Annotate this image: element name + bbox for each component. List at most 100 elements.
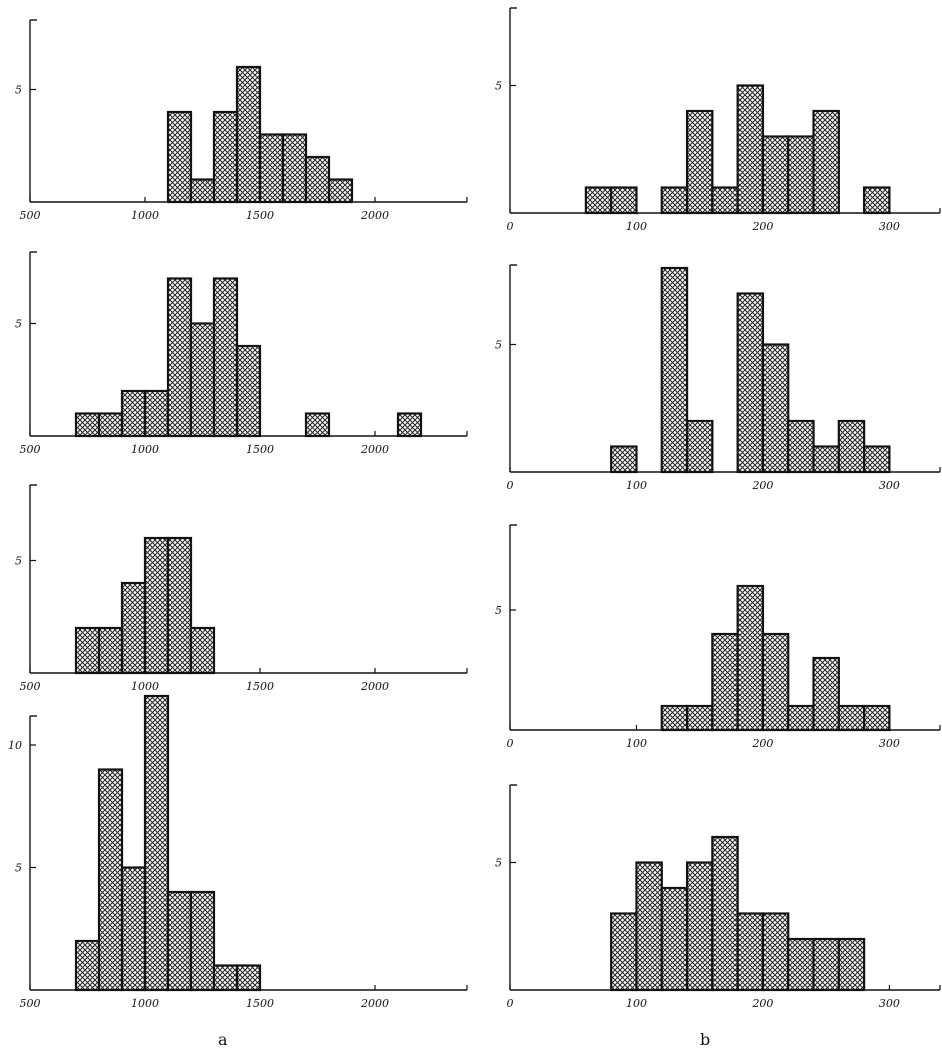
bar-b4-5 bbox=[736, 912, 765, 992]
bar-b3-8 bbox=[863, 704, 891, 732]
bar-a4-6 bbox=[212, 964, 239, 992]
x-tick-label-b4-2: 200 bbox=[751, 997, 773, 1010]
bar-b1-7 bbox=[787, 135, 815, 215]
caption-b: b bbox=[700, 1030, 711, 1049]
x-tick-label-a2-3: 2000 bbox=[360, 443, 389, 456]
x-tick-label-b4-1: 100 bbox=[626, 997, 647, 1010]
bar-b1-4 bbox=[711, 186, 739, 215]
x-tick-label-a4-3: 2000 bbox=[360, 997, 389, 1010]
bar-b3-5 bbox=[787, 704, 815, 732]
x-tick-label-a4-0: 500 bbox=[20, 997, 41, 1010]
x-tick-label-a1-0: 500 bbox=[20, 209, 41, 222]
x-tick-label-b2-0: 0 bbox=[507, 479, 514, 492]
bar-a4-4 bbox=[166, 890, 193, 992]
bar-b3-3 bbox=[736, 584, 765, 732]
x-tick-label-b3-1: 100 bbox=[626, 737, 647, 750]
histogram-a4: 500 1000 1500 2000 5 10 bbox=[8, 694, 468, 1010]
bar-b1-2 bbox=[660, 186, 689, 215]
bar-a2-9 bbox=[396, 412, 423, 438]
histogram-b2: 0 100 200 300 5 bbox=[495, 264, 941, 492]
y-tick-label-b4-0: 5 bbox=[495, 857, 502, 870]
bar-a1-2 bbox=[212, 110, 239, 204]
bar-b4-2 bbox=[660, 886, 689, 992]
histogram-a1: 500 1000 1500 2000 5 bbox=[15, 19, 468, 222]
histogram-a2: 500 1000 1500 2000 5 bbox=[15, 251, 468, 456]
y-tick-label-a1-0: 5 bbox=[15, 84, 22, 97]
x-tick-label-a3-3: 2000 bbox=[360, 680, 389, 693]
x-tick-label-b1-2: 200 bbox=[751, 220, 773, 233]
bar-a1-0 bbox=[166, 110, 193, 204]
histogram-a3: 500 1000 1500 2000 5 bbox=[15, 484, 468, 693]
bar-a3-4 bbox=[166, 536, 193, 675]
x-tick-label-a2-1: 1000 bbox=[131, 443, 159, 456]
bar-a3-0 bbox=[74, 626, 101, 675]
y-tick-label-b1-0: 5 bbox=[495, 80, 502, 93]
x-tick-label-a3-2: 1500 bbox=[246, 680, 274, 693]
bar-a3-2 bbox=[120, 581, 147, 675]
x-tick-label-b3-3: 300 bbox=[879, 737, 900, 750]
bar-a4-5 bbox=[189, 890, 216, 992]
bar-b2-4 bbox=[761, 343, 790, 474]
x-tick-label-a3-1: 1000 bbox=[131, 680, 159, 693]
bar-a2-6 bbox=[212, 277, 239, 438]
x-tick-label-b3-2: 200 bbox=[751, 737, 773, 750]
bar-b1-6 bbox=[761, 135, 790, 215]
bar-a1-7 bbox=[327, 178, 354, 204]
bar-b2-2 bbox=[685, 419, 714, 474]
bar-a4-0 bbox=[74, 939, 101, 992]
bar-b4-6 bbox=[761, 912, 790, 992]
bar-b1-1 bbox=[610, 186, 638, 215]
x-tick-label-b4-3: 300 bbox=[879, 997, 900, 1010]
bar-b4-7 bbox=[787, 937, 815, 992]
bar-a4-7 bbox=[235, 964, 262, 992]
bar-b3-4 bbox=[761, 632, 790, 732]
x-tick-label-a3-0: 500 bbox=[20, 680, 41, 693]
y-tick-label-a4-0: 5 bbox=[15, 862, 22, 875]
x-tick-label-a4-1: 1000 bbox=[131, 997, 159, 1010]
bar-b3-0 bbox=[660, 704, 689, 732]
x-tick-label-b3-0: 0 bbox=[507, 737, 514, 750]
bar-a2-7 bbox=[235, 344, 262, 438]
histogram-b1: 0 100 200 300 5 bbox=[495, 7, 941, 233]
y-tick-label-b2-0: 5 bbox=[495, 339, 502, 352]
x-tick-label-a1-3: 2000 bbox=[360, 209, 389, 222]
bar-b2-3 bbox=[736, 292, 765, 474]
bar-b4-8 bbox=[812, 937, 840, 992]
bar-a4-2 bbox=[120, 866, 147, 992]
bar-b1-8 bbox=[812, 109, 840, 215]
histogram-b4: 0 100 200 300 5 bbox=[495, 784, 941, 1010]
bar-b4-3 bbox=[685, 861, 714, 992]
bar-b4-4 bbox=[711, 835, 739, 992]
bar-a2-5 bbox=[189, 322, 216, 438]
bar-a4-1 bbox=[97, 768, 124, 992]
bar-b4-0 bbox=[610, 912, 638, 992]
bar-a2-1 bbox=[97, 412, 124, 438]
bar-b2-0 bbox=[610, 445, 638, 474]
bar-a1-5 bbox=[281, 133, 308, 204]
x-tick-label-b2-3: 300 bbox=[879, 479, 900, 492]
caption-a: a bbox=[218, 1030, 228, 1049]
y-tick-label-a3-0: 5 bbox=[15, 555, 22, 568]
bar-b2-7 bbox=[837, 419, 866, 474]
y-tick-label-a4-1: 10 bbox=[8, 739, 22, 752]
histogram-b3: 0 100 200 300 5 bbox=[495, 524, 941, 750]
bar-b3-6 bbox=[812, 656, 840, 732]
bar-b1-9 bbox=[863, 186, 891, 215]
bar-a3-3 bbox=[143, 536, 170, 675]
y-tick-label-b3-0: 5 bbox=[495, 604, 502, 617]
bar-a1-4 bbox=[258, 133, 285, 204]
bar-a1-6 bbox=[304, 155, 331, 204]
bar-a2-0 bbox=[74, 412, 101, 438]
bar-b3-1 bbox=[685, 704, 714, 732]
bar-a2-2 bbox=[120, 389, 147, 438]
bar-a2-8 bbox=[304, 412, 331, 438]
bar-a2-4 bbox=[166, 277, 193, 438]
bar-b3-7 bbox=[837, 704, 866, 732]
bar-b1-0 bbox=[584, 186, 613, 215]
bar-a3-5 bbox=[189, 626, 216, 675]
x-tick-label-a1-1: 1000 bbox=[131, 209, 159, 222]
x-tick-label-b2-2: 200 bbox=[751, 479, 773, 492]
bar-a1-3 bbox=[235, 65, 262, 204]
x-tick-label-a2-0: 500 bbox=[20, 443, 41, 456]
